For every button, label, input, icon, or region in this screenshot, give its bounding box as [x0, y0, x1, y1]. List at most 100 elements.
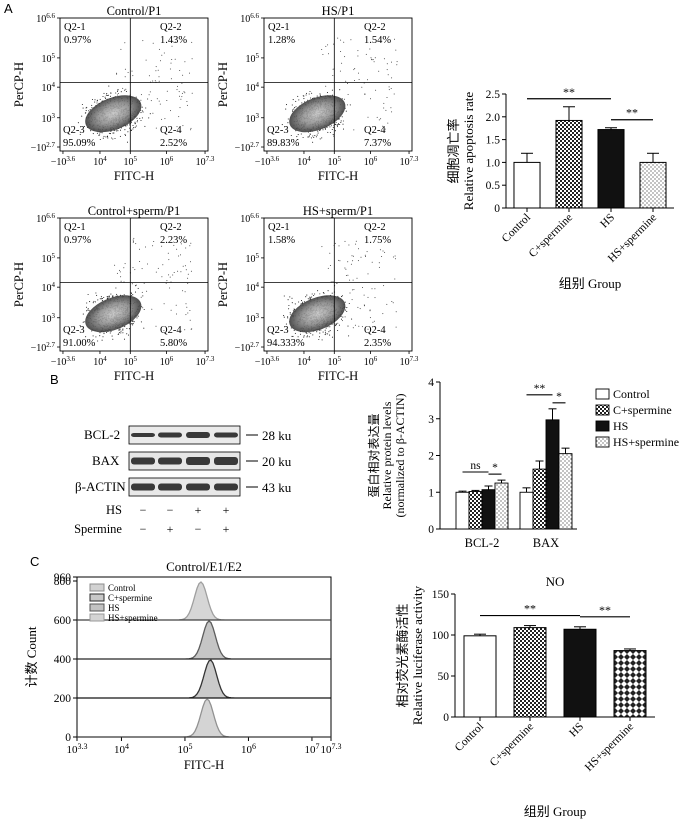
flow-y-tick-label: 106.6 [240, 12, 259, 25]
histogram-x-tick-label: 107.3 [321, 742, 342, 756]
legend-label: HS+spermine [613, 435, 679, 449]
flow-q3-value: 91.00% [63, 338, 96, 349]
flow-q4-label: Q2-4 [364, 325, 386, 336]
histogram-y-tick-label: 400 [54, 654, 72, 666]
western-blot: BCL-2 BAX β-ACTIN 28 ku 20 ku 43 ku HS − −… [74, 425, 292, 536]
histogram-x-label: FITC-H [184, 758, 224, 772]
legend-label: C+spermine [613, 403, 672, 417]
blot-treatment-sign: − [167, 503, 174, 517]
protein-legend: Control C+spermine HS HS+spermine [595, 387, 679, 449]
flow-q1-value: 0.97% [64, 35, 91, 46]
bar [463, 635, 497, 718]
panel-label-b: B [50, 372, 59, 387]
histogram-y-tick-label: 200 [54, 693, 72, 705]
flow-cell-cloud [85, 295, 142, 333]
flow-q2-label: Q2-2 [160, 222, 182, 233]
flow-y-tick-label: 106.6 [36, 12, 55, 25]
flow-q2-value: 1.54% [364, 35, 391, 46]
flow-x-tick-label: 105 [124, 155, 138, 168]
x-axis-label: 组别 Group [524, 804, 586, 819]
y-tick-label: 0.5 [486, 180, 501, 192]
histogram-y-tick-label: 960 [54, 572, 72, 584]
flow-y-tick-label: 103 [246, 312, 260, 325]
flow-x-tick-label: 105 [328, 155, 342, 168]
flow-y-axis-label: PerCP-H [216, 62, 230, 107]
panel-label-c: C [30, 554, 39, 569]
blot-band [186, 457, 210, 465]
blot-band [131, 483, 155, 491]
flow-y-tick-label: 103 [246, 112, 260, 125]
bar [519, 491, 534, 530]
x-tick-label: BAX [533, 536, 559, 550]
flow-x-tick-label: 106 [364, 155, 378, 168]
flow-q4-label: Q2-4 [160, 125, 182, 136]
flow-x-tick-label: 105 [124, 355, 138, 368]
flow-y-tick-label: 105 [246, 52, 260, 65]
flow-q4-value: 7.37% [364, 138, 391, 149]
flow-plot-title: Control/P1 [107, 4, 162, 18]
legend-swatch [595, 388, 610, 400]
y-tick-label: 0 [443, 712, 449, 724]
flow-q3-label: Q2-3 [267, 325, 289, 336]
flow-q1-label: Q2-1 [268, 22, 290, 33]
flow-y-tick-label: 104 [42, 281, 56, 294]
y-axis-label: Relative luciferase activity [410, 585, 425, 725]
flow-y-tick-label: 104 [42, 81, 56, 94]
blot-band [214, 432, 238, 438]
flow-x-tick-label: 107.3 [400, 355, 419, 368]
blot-label-bax: BAX [92, 453, 120, 468]
blot-treatment-sign: + [167, 522, 174, 536]
flow-y-tick-label: −102.7 [31, 141, 56, 154]
flow-x-tick-label: −103.6 [255, 355, 280, 368]
flow-plot-frame [59, 17, 209, 152]
flow-plot: HS/P1 Q2-1 1.28% Q2-2 1.54% Q2-3 89.83% Q2-4 7.3… [216, 4, 419, 183]
y-axis-label-cn: 相对荧光素酶活性 [395, 603, 410, 707]
bar [558, 453, 573, 530]
bar [513, 161, 541, 209]
y-axis-label-cn: 蛋白相对表达量 [366, 413, 381, 497]
flow-y-tick-label: 103 [42, 312, 56, 325]
y-tick-label: 100 [432, 630, 450, 642]
flow-x-tick-label: 104 [297, 155, 311, 168]
blot-labels: BCL-2 BAX β-ACTIN [75, 427, 126, 494]
flow-x-tick-label: 104 [297, 355, 311, 368]
blot-band-box-bcl2 [128, 425, 241, 445]
blot-treatment-sign: + [195, 503, 202, 517]
x-tick-label: C+spermine [488, 721, 536, 769]
chart-title: NO [546, 574, 565, 589]
blot-band [186, 483, 210, 491]
x-tick-label: HS+spermine [583, 721, 636, 774]
y-tick-label: 1.0 [486, 157, 501, 169]
bar [545, 419, 560, 530]
legend-swatch [89, 613, 105, 622]
significance-label: ** [626, 106, 638, 120]
flow-x-tick-label: 107.3 [400, 155, 419, 168]
flow-plot-frame [263, 17, 413, 152]
flow-y-tick-label: −102.7 [235, 141, 260, 154]
significance-label: ** [534, 383, 546, 395]
y-tick-label: 4 [428, 377, 434, 389]
flow-x-tick-label: −103.6 [51, 355, 76, 368]
flow-plot-title: HS/P1 [322, 4, 355, 18]
legend-label: HS+spermine [108, 613, 158, 623]
blot-treatment-sign: − [140, 522, 147, 536]
flow-x-tick-label: 107.3 [196, 155, 215, 168]
y-axis-label: Relative protein levels [380, 401, 394, 509]
blot-size-bax: 20 ku [262, 454, 292, 469]
fitc-histogram: Control/E1/E2 103.3 104 105 106 107 107.3 FITC-… [24, 559, 342, 772]
flow-plot-title: Control+sperm/P1 [88, 204, 180, 218]
histogram-x-tick-label: 104 [114, 742, 129, 756]
significance-label: ** [524, 602, 536, 616]
significance-label: ** [563, 85, 575, 99]
blot-band [186, 432, 210, 438]
legend-label: C+spermine [108, 593, 152, 603]
x-tick-label: Control [453, 721, 486, 754]
flow-y-tick-label: 105 [42, 252, 56, 265]
legend-swatch [89, 603, 105, 612]
flow-cell-cloud [289, 95, 346, 133]
legend-swatch [595, 420, 610, 432]
legend-swatch [595, 404, 610, 416]
blot-band-box-actin [128, 477, 241, 497]
